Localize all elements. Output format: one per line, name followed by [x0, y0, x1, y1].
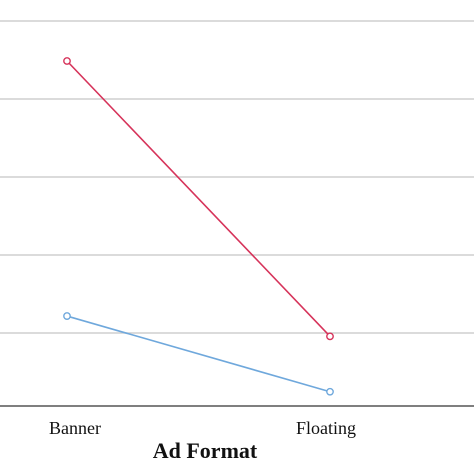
series-1-line: [66, 60, 331, 337]
series-layer: [63, 57, 334, 396]
x-tick-banner: Banner: [49, 418, 101, 438]
series-1-point-floating: [326, 332, 334, 341]
x-tick-labels: Banner Floating: [49, 418, 356, 438]
series-2-point-banner: [63, 312, 71, 320]
series-2-point-floating: [326, 387, 334, 396]
series-2-line: [66, 315, 331, 393]
series-2: [63, 312, 334, 396]
series-1: [63, 57, 334, 341]
x-tick-floating: Floating: [296, 418, 356, 438]
x-axis-title: Ad Format: [153, 438, 258, 463]
series-1-point-banner: [63, 57, 71, 65]
gridlines: [0, 20, 474, 334]
